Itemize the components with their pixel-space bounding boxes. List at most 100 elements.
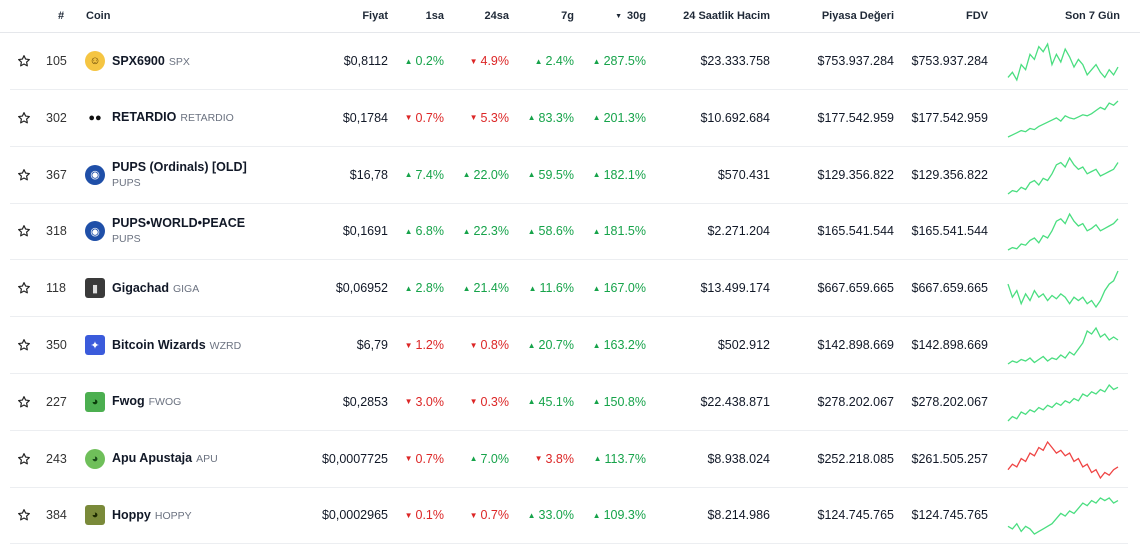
fdv: $278.202.067 xyxy=(911,394,988,409)
change-24h-value: 4.9% xyxy=(480,54,510,68)
coin-link[interactable]: ☺ SPX6900 SPX xyxy=(85,33,325,89)
favorite-star-icon[interactable] xyxy=(14,431,34,487)
volume-24h: $8.938.024 xyxy=(707,451,770,466)
favorite-star-icon[interactable] xyxy=(14,147,34,203)
arrow-up-icon: ▲ xyxy=(404,226,413,236)
change-7d-value: 11.6% xyxy=(539,281,574,296)
favorite-star-icon[interactable] xyxy=(14,317,34,373)
rank: 118 xyxy=(46,281,66,296)
sparkline-chart xyxy=(1007,213,1119,251)
coin-symbol: FWOG xyxy=(148,396,182,409)
sparkline-7d xyxy=(1006,33,1120,89)
header-30d[interactable]: ▼ 30g xyxy=(574,10,646,22)
rank: 350 xyxy=(46,338,67,352)
sparkline-line xyxy=(1007,497,1119,536)
arrow-up-icon: ▲ xyxy=(404,170,413,180)
market-cap: $278.202.067 xyxy=(817,394,894,409)
table-row[interactable]: 105 ☺ SPX6900 SPX $0,8112 ▲ 0.2% ▼ 4.9% … xyxy=(10,33,1128,90)
favorite-star-icon[interactable] xyxy=(14,487,34,543)
change-1h-value: 7.4% xyxy=(415,167,445,182)
change-1h-value: 0.1% xyxy=(415,508,445,523)
coin-link[interactable]: ◕ Apu Apustaja APU xyxy=(85,431,325,487)
table-row[interactable]: 302 ●● RETARDIO RETARDIO $0,1784 ▼ 0.7% … xyxy=(10,90,1128,147)
favorite-star-icon[interactable] xyxy=(14,260,34,316)
fdv: $177.542.959 xyxy=(911,110,988,125)
favorite-star-icon[interactable] xyxy=(14,33,34,89)
coin-link[interactable]: ◕ Fwog FWOG xyxy=(85,374,325,430)
favorite-star-icon[interactable] xyxy=(14,203,34,259)
pups-dog-icon: ◉ xyxy=(85,164,105,185)
coin-names: PUPS•WORLD•PEACE PUPS xyxy=(112,215,245,247)
arrow-up-icon: ▲ xyxy=(527,170,536,180)
coin-link[interactable]: ◉ PUPS•WORLD•PEACE PUPS xyxy=(85,203,325,259)
header-volume[interactable]: 24 Saatlik Hacim xyxy=(683,10,770,22)
retardio-face-icon: ●● xyxy=(85,107,105,128)
change-30d: ▲ 167.0% xyxy=(574,260,646,316)
coin-names: PUPS (Ordinals) [OLD] PUPS xyxy=(112,159,247,191)
table-row[interactable]: 384 ◕ Hoppy HOPPY $0,0002965 ▼ 0.1% ▼ 0.… xyxy=(10,487,1128,545)
volume-24h: $8.214.986 xyxy=(707,508,770,523)
change-1h-value: 1.2% xyxy=(415,338,445,352)
change-7d-value: 20.7% xyxy=(538,338,574,352)
arrow-up-icon: ▲ xyxy=(534,56,543,66)
table-row[interactable]: 367 ◉ PUPS (Ordinals) [OLD] PUPS $16,78 … xyxy=(10,147,1128,204)
change-7d: ▼ 3.8% xyxy=(509,431,574,487)
coin-link[interactable]: ◉ PUPS (Ordinals) [OLD] PUPS xyxy=(85,147,325,203)
change-30d-value: 167.0% xyxy=(603,281,646,296)
change-1h-value: 0.7% xyxy=(415,110,445,125)
fdv: $142.898.669 xyxy=(911,338,988,352)
change-30d: ▲ 109.3% xyxy=(574,487,646,543)
sparkline-chart xyxy=(1007,383,1119,422)
header-1h[interactable]: 1sa xyxy=(425,10,444,22)
change-7d-value: 2.4% xyxy=(545,54,575,68)
sparkline-chart xyxy=(1007,100,1119,138)
coin-link[interactable]: ●● RETARDIO RETARDIO xyxy=(85,90,325,146)
table-row[interactable]: 350 ✦ Bitcoin Wizards WZRD $6,79 ▼ 1.2% … xyxy=(10,317,1128,374)
favorite-star-icon[interactable] xyxy=(14,374,34,430)
volume-24h: $10.692.684 xyxy=(700,110,770,125)
change-24h-value: 22.3% xyxy=(473,224,509,239)
change-30d: ▲ 201.3% xyxy=(574,90,646,146)
table-row[interactable]: 227 ◕ Fwog FWOG $0,2853 ▼ 3.0% ▼ 0.3% ▲ … xyxy=(10,374,1128,431)
smiley-coin-icon: ☺ xyxy=(85,51,105,71)
arrow-down-icon: ▼ xyxy=(404,113,413,123)
favorite-star-icon[interactable] xyxy=(14,90,34,146)
change-30d-value: 113.7% xyxy=(604,451,646,466)
change-24h-value: 21.4% xyxy=(473,281,509,296)
table-row[interactable]: 318 ◉ PUPS•WORLD•PEACE PUPS $0,1691 ▲ 6.… xyxy=(10,203,1128,261)
table-row[interactable]: 243 ◕ Apu Apustaja APU $0,0007725 ▼ 0.7%… xyxy=(10,431,1128,488)
header-24h[interactable]: 24sa xyxy=(484,10,509,22)
change-1h: ▼ 0.1% xyxy=(388,487,444,543)
table-row[interactable]: 118 ▮ Gigachad GIGA $0,06952 ▲ 2.8% ▲ 21… xyxy=(10,260,1128,318)
change-7d: ▲ 2.4% xyxy=(509,33,574,89)
arrow-up-icon: ▲ xyxy=(527,397,536,407)
coin-link[interactable]: ▮ Gigachad GIGA xyxy=(85,260,325,316)
coin-name: PUPS•WORLD•PEACE xyxy=(112,216,246,231)
change-24h: ▼ 0.3% xyxy=(444,374,509,430)
rank: 105 xyxy=(46,54,67,68)
header-price[interactable]: Fiyat xyxy=(362,10,388,22)
header-market-cap[interactable]: Piyasa Değeri xyxy=(821,10,894,22)
arrow-up-icon: ▲ xyxy=(592,510,601,520)
coin-name: Gigachad xyxy=(112,280,169,295)
header-7d[interactable]: 7g xyxy=(561,10,574,22)
coin-link[interactable]: ✦ Bitcoin Wizards WZRD xyxy=(85,317,325,373)
change-30d-value: 287.5% xyxy=(603,54,646,68)
header-coin[interactable]: Coin xyxy=(86,10,111,22)
coin-link[interactable]: ◕ Hoppy HOPPY xyxy=(85,487,325,543)
change-7d: ▲ 20.7% xyxy=(509,317,574,373)
market-cap: $667.659.665 xyxy=(817,281,894,296)
sparkline-line xyxy=(1007,326,1119,365)
header-fdv[interactable]: FDV xyxy=(966,10,988,22)
change-30d-value: 150.8% xyxy=(603,394,646,409)
sparkline-line xyxy=(1007,270,1119,309)
coin-names: Fwog FWOG xyxy=(112,393,181,410)
sparkline-7d xyxy=(1006,487,1120,543)
coin-symbol: RETARDIO xyxy=(180,112,234,125)
market-cap: $753.937.284 xyxy=(817,54,894,68)
wizard-pixel-icon: ✦ xyxy=(85,335,105,355)
header-rank[interactable]: # xyxy=(58,10,65,22)
sparkline-7d xyxy=(1006,90,1120,146)
frog-icon: ◕ xyxy=(85,391,105,412)
sparkline-chart xyxy=(1007,270,1119,309)
